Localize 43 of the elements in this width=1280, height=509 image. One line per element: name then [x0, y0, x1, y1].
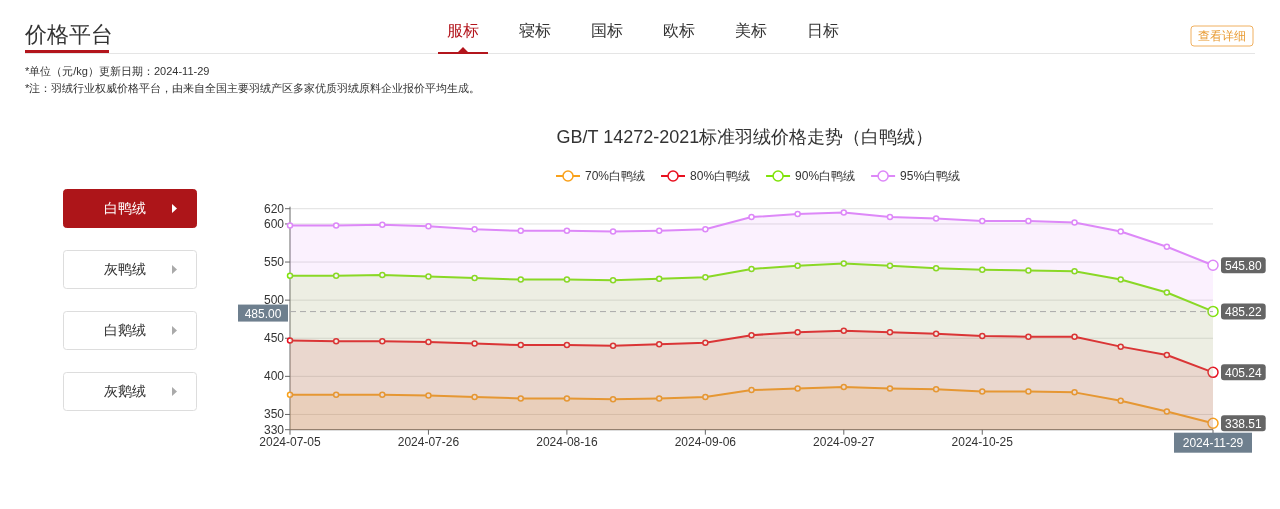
legend-label: 70%白鸭绒	[585, 169, 646, 183]
x-tick-label: 2024-07-05	[259, 434, 322, 449]
y-tick-label: 620	[263, 201, 285, 216]
text: 寝标	[519, 22, 551, 39]
y-tick-label: 330	[263, 422, 285, 437]
y-tick-label: 350	[263, 407, 285, 422]
text: 白鹅绒	[104, 322, 146, 338]
legend-item: 95%白鸭绒	[870, 169, 961, 183]
x-tick-label: 2024-08-16	[536, 434, 598, 449]
text: 日标	[807, 22, 839, 39]
legend-item: 70%白鸭绒	[555, 169, 646, 183]
text: 白鸭绒	[104, 200, 146, 216]
ref-line-label: 485.00	[244, 306, 282, 321]
legend-item: 80%白鸭绒	[660, 169, 751, 183]
text: 价格平台	[24, 22, 113, 47]
y-tick-label: 500	[263, 293, 285, 308]
legend-label: 80%白鸭绒	[690, 169, 751, 183]
text: 服标	[447, 22, 479, 39]
y-tick-label: 600	[263, 216, 285, 231]
text: *注：羽绒行业权威价格平台，由来自全国主要羽绒产区多家优质羽绒原料企业报价平均生成。	[25, 82, 481, 94]
x-tick-label: 2024-07-26	[397, 434, 460, 449]
x-tick-label: 2024-11-29	[1182, 435, 1244, 450]
x-tick-label: 2024-09-27	[813, 434, 875, 449]
data-label: 545.80	[1225, 258, 1263, 273]
data-label: 485.22	[1225, 304, 1263, 319]
text: 灰鹅绒	[104, 383, 146, 399]
data-label: 405.24	[1225, 365, 1263, 380]
y-tick-label: 400	[263, 369, 285, 384]
y-tick-label: 550	[263, 255, 285, 270]
x-tick-label: 2024-09-06	[674, 434, 737, 449]
text: 查看详细	[1198, 29, 1246, 43]
text: *单位（元/kg）更新日期：2024-11-29	[25, 65, 210, 77]
chart-title: GB/T 14272-2021标准羽绒价格走势（白鸭绒）	[556, 127, 934, 147]
legend-label: 95%白鸭绒	[900, 169, 961, 183]
legend-label: 90%白鸭绒	[795, 169, 856, 183]
text: 灰鸭绒	[104, 261, 146, 277]
x-tick-label: 2024-10-25	[951, 434, 1014, 449]
text: 欧标	[663, 22, 695, 39]
legend-item: 90%白鸭绒	[765, 169, 856, 183]
data-label: 338.51	[1225, 416, 1263, 431]
text: 美标	[735, 22, 767, 39]
y-tick-label: 450	[263, 331, 285, 346]
text: 国标	[591, 22, 623, 39]
